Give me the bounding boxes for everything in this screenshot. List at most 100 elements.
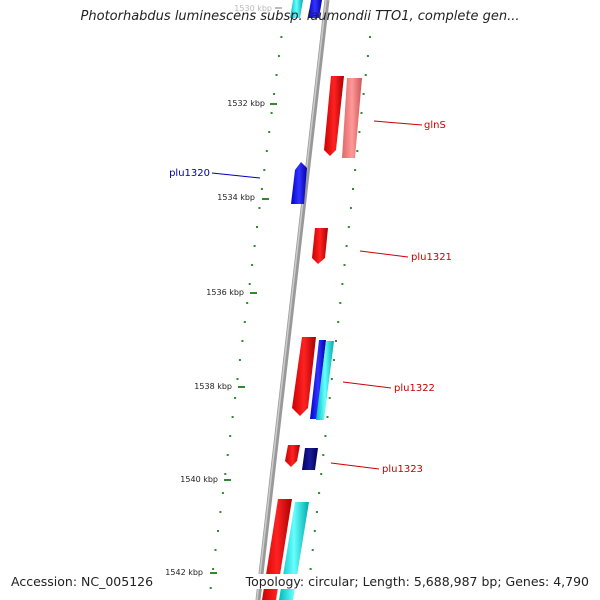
tick-label: 1536 kbp: [206, 288, 244, 297]
track-dot: [366, 55, 369, 57]
plu1323-leader-line: [330, 462, 380, 470]
track-dot: [360, 112, 363, 114]
track-dot: [322, 454, 325, 456]
accession-text: Accession: NC_005126: [9, 574, 156, 589]
track-dot: [260, 188, 263, 190]
track-dot: [358, 131, 361, 133]
genome-backbone: [255, 0, 330, 600]
track-dot: [263, 169, 266, 171]
track-dot: [362, 93, 365, 95]
track-dot: [341, 283, 344, 285]
plu1322-label[interactable]: plu1322: [394, 383, 435, 394]
plu1323-label[interactable]: plu1323: [382, 464, 423, 475]
track-dot: [324, 435, 327, 437]
gene-plu1322-blue[interactable]: [310, 340, 326, 419]
tick-label: 1542 kbp: [165, 568, 203, 577]
track-dot: [339, 302, 342, 304]
track-dot: [258, 207, 261, 209]
track-dot: [280, 36, 283, 38]
track-dot: [364, 74, 367, 76]
gene-top-blue[interactable]: [308, 0, 322, 18]
gene-labels: glnS plu1320 plu1321 plu1322 plu1323: [169, 120, 452, 475]
track-dot: [356, 150, 359, 152]
track-dot: [226, 454, 229, 456]
track-dot: [315, 511, 318, 513]
track-dot: [311, 549, 314, 551]
gene-glns-forward[interactable]: [324, 76, 344, 156]
plu1320-label[interactable]: plu1320: [169, 168, 210, 179]
map-title: Photorhabdus luminescens subsp. laumondi…: [80, 9, 520, 24]
tick-track: 1530 kbp 1532 kbp 1534 kbp 1536 kbp 1538…: [165, 4, 282, 577]
track-dot: [313, 530, 316, 532]
gene-top-cyan[interactable]: [290, 0, 303, 18]
track-dot: [217, 530, 219, 532]
tick-mark: [250, 292, 257, 294]
track-dot: [268, 131, 271, 133]
track-dot: [328, 397, 331, 399]
track-dot: [251, 264, 254, 266]
left-dotted-track: [209, 36, 283, 589]
track-dot: [229, 435, 232, 437]
track-dot: [343, 264, 346, 266]
track-dot: [243, 321, 246, 323]
gene-plu1323-navy[interactable]: [302, 448, 318, 470]
track-dot: [354, 169, 357, 171]
plu1321-label[interactable]: plu1321: [411, 252, 452, 263]
tick-label: 1530 kbp: [234, 4, 272, 13]
tick-label: 1538 kbp: [194, 382, 232, 391]
track-dot: [318, 492, 321, 494]
track-dot: [209, 587, 212, 589]
glns-leader-line: [373, 120, 423, 126]
gene-plu1322-red[interactable]: [292, 337, 316, 416]
gene-plu1323-red[interactable]: [285, 445, 300, 467]
gene-plu1322-cyan[interactable]: [316, 341, 334, 420]
track-dot: [219, 511, 222, 513]
track-dot: [238, 359, 241, 361]
gene-glns-pseudo[interactable]: [342, 78, 362, 158]
gene-plu1320[interactable]: [291, 162, 307, 204]
track-dot: [236, 378, 239, 380]
tick-mark: [224, 479, 231, 481]
track-dot: [214, 549, 217, 551]
tick-mark: [238, 386, 245, 388]
track-dot: [270, 112, 273, 114]
track-dot: [265, 150, 268, 152]
track-dot: [352, 188, 354, 190]
track-dot: [337, 321, 340, 323]
tick-mark: [270, 103, 277, 105]
track-dot: [234, 397, 237, 399]
track-dot: [248, 283, 251, 285]
track-dot: [335, 340, 337, 342]
tick-label: 1540 kbp: [180, 475, 218, 484]
plu1321-leader-line: [359, 250, 409, 258]
gene-plu1321[interactable]: [312, 228, 328, 264]
glns-label[interactable]: glnS: [424, 120, 446, 131]
track-dot: [345, 245, 348, 247]
track-dot: [275, 74, 278, 76]
track-dot: [273, 93, 276, 95]
track-dot: [253, 245, 256, 247]
track-dot: [277, 55, 280, 57]
track-dot: [256, 226, 258, 228]
track-dot: [326, 416, 329, 418]
tick-mark: [275, 7, 282, 9]
track-dot: [369, 36, 371, 38]
tick-label: 1532 kbp: [227, 99, 265, 108]
track-dot: [224, 473, 227, 475]
track-dot: [231, 416, 234, 418]
gene-track: [262, 0, 362, 600]
track-dot: [241, 340, 244, 342]
track-dot: [212, 568, 215, 570]
track-dot: [221, 492, 224, 494]
plu1320-leader-line: [211, 172, 261, 179]
track-dot: [309, 568, 312, 570]
plu1322-leader-line: [342, 381, 392, 389]
track-dot: [332, 359, 335, 361]
tick-label: 1534 kbp: [217, 193, 255, 202]
track-dot: [246, 302, 249, 304]
track-dot: [330, 378, 333, 380]
tick-mark: [262, 198, 269, 200]
topology-text: Topology: circular; Length: 5,688,987 bp…: [243, 574, 591, 589]
track-dot: [320, 473, 323, 475]
